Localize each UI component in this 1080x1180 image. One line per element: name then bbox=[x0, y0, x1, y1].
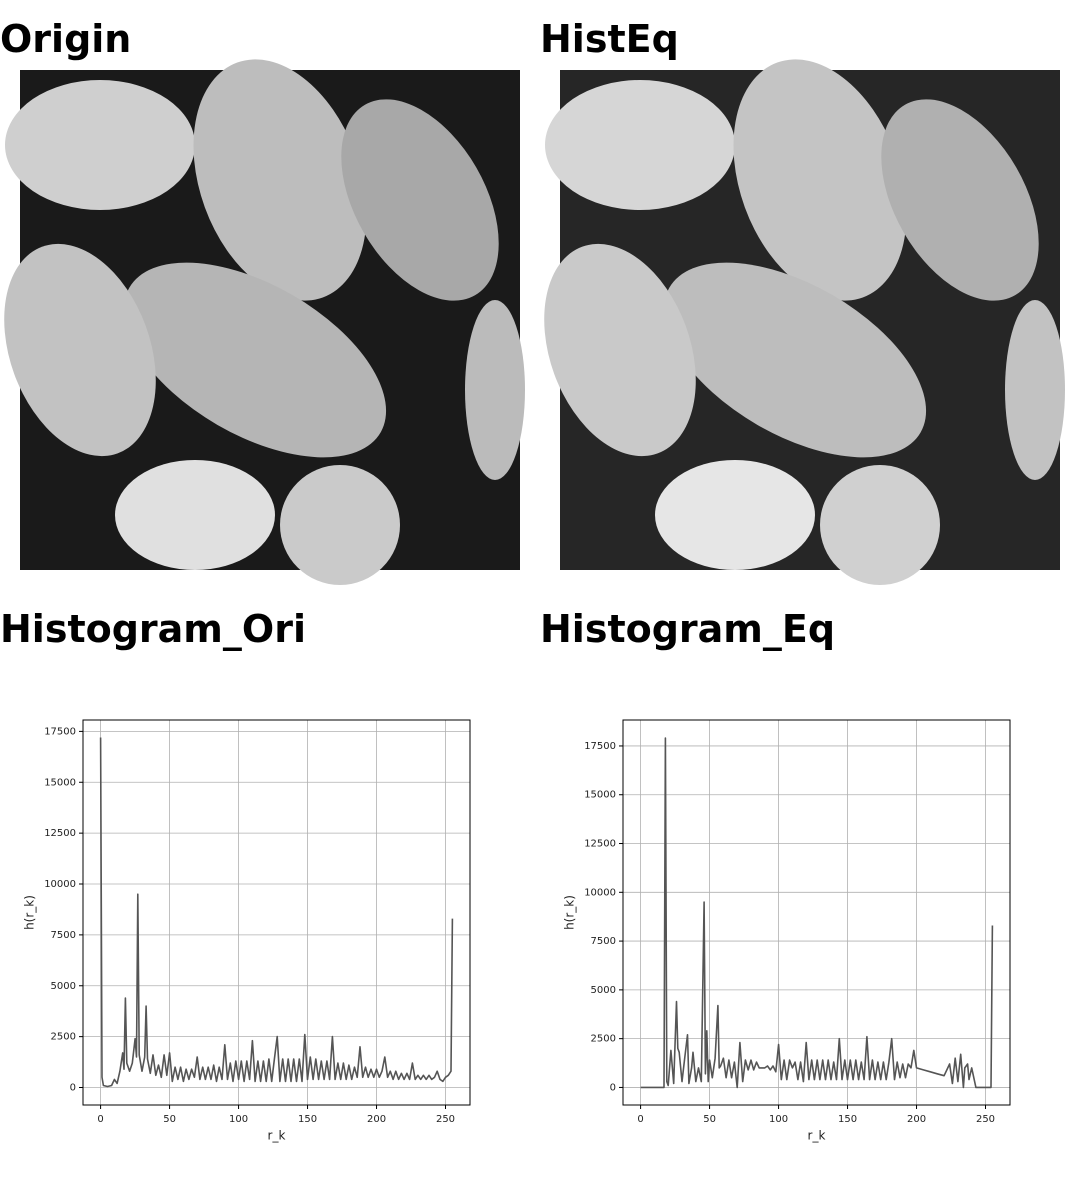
y-tick-label: 2500 bbox=[591, 1034, 616, 1045]
x-tick-label: 50 bbox=[703, 1114, 716, 1125]
x-tick-label: 100 bbox=[229, 1114, 248, 1125]
y-tick-label: 2500 bbox=[51, 1032, 76, 1043]
y-tick-label: 17500 bbox=[584, 741, 616, 752]
image-title: HistEq bbox=[540, 17, 679, 61]
chart-title: Histogram_Ori bbox=[0, 607, 306, 651]
chart-title: Histogram_Eq bbox=[540, 607, 835, 651]
y-tick-label: 10000 bbox=[584, 887, 616, 898]
y-axis-label: h(r_k) bbox=[23, 895, 37, 930]
x-tick-label: 150 bbox=[838, 1114, 857, 1125]
y-tick-label: 0 bbox=[70, 1083, 76, 1094]
image-title: Origin bbox=[0, 17, 131, 61]
x-tick-label: 200 bbox=[367, 1114, 386, 1125]
x-tick-label: 0 bbox=[637, 1114, 643, 1125]
y-tick-label: 0 bbox=[610, 1082, 616, 1093]
x-tick-label: 150 bbox=[298, 1114, 317, 1125]
y-tick-label: 12500 bbox=[44, 828, 76, 839]
x-tick-label: 250 bbox=[976, 1114, 995, 1125]
y-tick-label: 12500 bbox=[584, 839, 616, 850]
y-axis-label: h(r_k) bbox=[563, 895, 577, 930]
y-tick-label: 5000 bbox=[591, 985, 616, 996]
y-tick-label: 7500 bbox=[591, 936, 616, 947]
x-axis-label: r_k bbox=[808, 1129, 826, 1143]
y-tick-label: 5000 bbox=[51, 981, 76, 992]
x-tick-label: 0 bbox=[97, 1114, 103, 1125]
y-tick-label: 7500 bbox=[51, 930, 76, 941]
x-tick-label: 50 bbox=[163, 1114, 176, 1125]
histogram-line bbox=[640, 737, 994, 1089]
x-tick-label: 100 bbox=[769, 1114, 788, 1125]
y-tick-label: 15000 bbox=[584, 790, 616, 801]
y-tick-label: 17500 bbox=[44, 726, 76, 737]
image-origin bbox=[4, 59, 525, 585]
x-tick-label: 200 bbox=[907, 1114, 926, 1125]
plot-frame bbox=[622, 719, 1011, 1106]
plot-frame bbox=[82, 719, 471, 1106]
y-tick-label: 10000 bbox=[44, 879, 76, 890]
image-histeq bbox=[544, 59, 1065, 585]
x-axis-label: r_k bbox=[268, 1129, 286, 1143]
y-tick-label: 15000 bbox=[44, 777, 76, 788]
x-tick-label: 250 bbox=[436, 1114, 455, 1125]
histogram-line bbox=[99, 737, 454, 1088]
